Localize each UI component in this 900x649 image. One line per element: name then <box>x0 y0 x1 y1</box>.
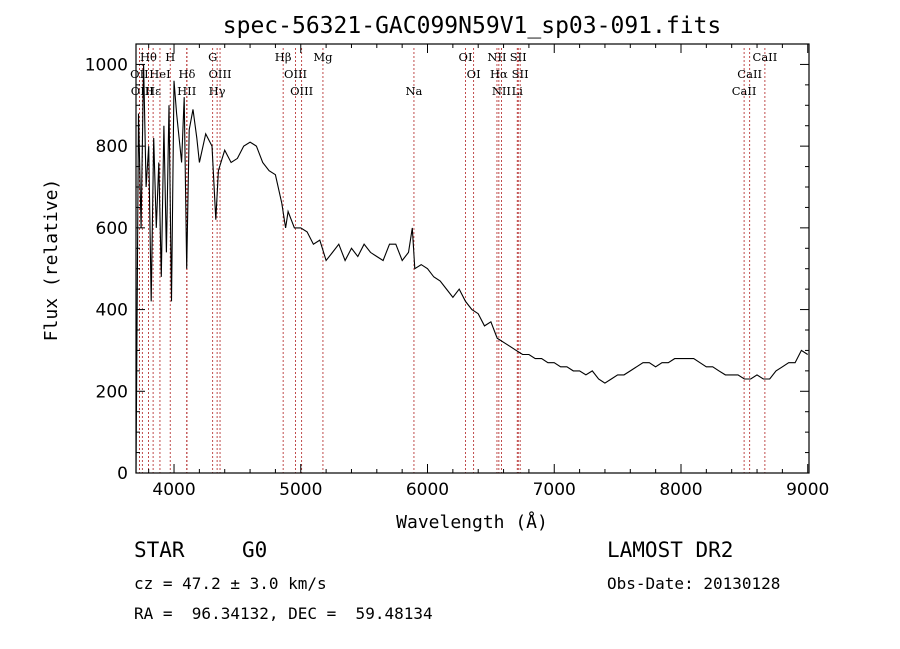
spectral-line-label: Hε <box>145 84 161 98</box>
x-tick-label: 4000 <box>152 480 195 500</box>
ra-dec-coordinates: RA = 96.34132, DEC = 59.48134 <box>134 604 433 623</box>
y-tick-label: 800 <box>96 137 128 157</box>
spectral-line-label: OIII <box>208 67 231 81</box>
object-subclass: G0 <box>242 538 268 562</box>
y-axis-label: Flux (relative) <box>41 179 62 342</box>
spectral-line-label: CaII <box>737 67 762 81</box>
x-tick-label: 9000 <box>786 480 829 500</box>
spectral-line-label: HeI <box>149 67 170 81</box>
spectral-line-label: Hγ <box>209 84 226 98</box>
x-tick-label: 7000 <box>533 480 576 500</box>
spectral-line-label: OI <box>467 67 481 81</box>
chart-title: spec-56321-GAC099N59V1_sp03-091.fits <box>223 13 722 39</box>
spectral-line-markers <box>139 48 766 473</box>
spectral-line-label: Mg <box>313 50 333 64</box>
spectral-line-label: OI <box>459 50 473 64</box>
spectral-line-label: OIII <box>284 67 307 81</box>
spectral-line-label: SII <box>512 67 529 81</box>
y-tick-label: 200 <box>96 382 128 402</box>
x-tick-label: 8000 <box>659 480 702 500</box>
spectral-line-label: H <box>165 50 175 64</box>
spectral-line-label: OIII <box>290 84 313 98</box>
y-tick-label: 1000 <box>85 55 128 75</box>
object-class: STAR <box>134 538 185 562</box>
spectral-line-label: G <box>208 50 217 64</box>
survey-name: LAMOST DR2 <box>607 538 734 562</box>
spectral-line-label: Li <box>512 84 524 98</box>
spectral-line-label: HII <box>177 84 196 98</box>
spectral-line-label: Hδ <box>178 67 195 81</box>
spectral-line-label: Hθ <box>140 50 157 64</box>
y-tick-label: 600 <box>96 219 128 239</box>
spectral-line-label: Na <box>405 84 422 98</box>
spectral-line-label: Hα <box>490 67 508 81</box>
x-axis-label: Wavelength (Å) <box>396 511 548 533</box>
y-tick-label: 400 <box>96 301 128 321</box>
x-tick-label: 6000 <box>406 480 449 500</box>
spectral-line-label: CaII <box>732 84 757 98</box>
redshift-velocity: cz = 47.2 ± 3.0 km/s <box>134 574 327 593</box>
spectral-line-label: OII <box>130 67 149 81</box>
spectral-line-label: NII <box>492 84 511 98</box>
y-axis-ticks: 0 200 400 600 800 1000 <box>85 43 809 484</box>
spectrum-line <box>135 64 809 474</box>
x-tick-label: 5000 <box>279 480 322 500</box>
spectral-line-label: Hβ <box>275 50 292 64</box>
x-axis-ticks: 4000 5000 6000 7000 8000 9000 <box>148 44 829 500</box>
spectral-line-label: SII <box>510 50 527 64</box>
spectral-line-label: CaII <box>753 50 778 64</box>
observation-date: Obs-Date: 20130128 <box>607 574 781 593</box>
y-tick-label: 0 <box>117 464 128 484</box>
spectral-line-label: NII <box>487 50 506 64</box>
plot-frame <box>135 43 810 474</box>
